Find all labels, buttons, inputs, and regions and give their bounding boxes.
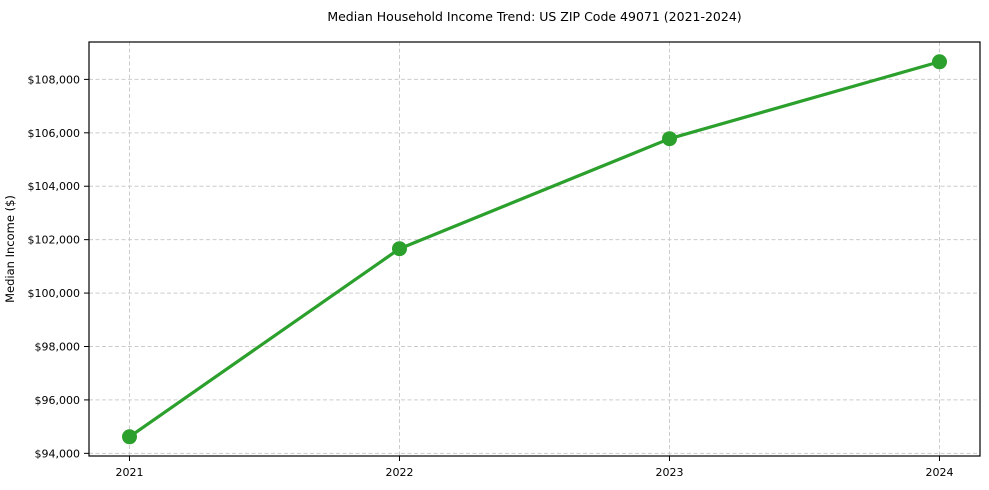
y-axis-title: Median Income ($): [3, 195, 17, 303]
y-tick-label: $100,000: [28, 287, 81, 300]
data-point-marker: [932, 54, 947, 70]
y-tick-label: $94,000: [35, 447, 81, 460]
data-point-marker: [122, 429, 137, 445]
y-tick-label: $98,000: [35, 340, 81, 353]
x-tick-label: 2021: [116, 466, 144, 479]
y-tick-label: $96,000: [35, 394, 81, 407]
trend-line: [127, 60, 942, 439]
plot-border: [88, 41, 981, 457]
data-point-marker: [392, 241, 407, 257]
x-tick-label: 2022: [386, 466, 414, 479]
x-tick-label: 2023: [656, 466, 684, 479]
y-tick-label: $104,000: [28, 180, 81, 193]
data-point-marker: [662, 131, 677, 147]
x-tick-label: 2024: [926, 466, 954, 479]
y-tick-label: $106,000: [28, 127, 81, 140]
axis-layer: 2021 2022 2023 2024 $94,000 $96,000 $98,000 $10…: [28, 73, 954, 479]
y-tick-label: $102,000: [28, 234, 81, 247]
chart-title: Median Household Income Trend: US ZIP Co…: [327, 9, 741, 24]
series-layer: [122, 54, 947, 445]
grid-layer: [89, 42, 980, 456]
y-tick-label: $108,000: [28, 73, 81, 86]
